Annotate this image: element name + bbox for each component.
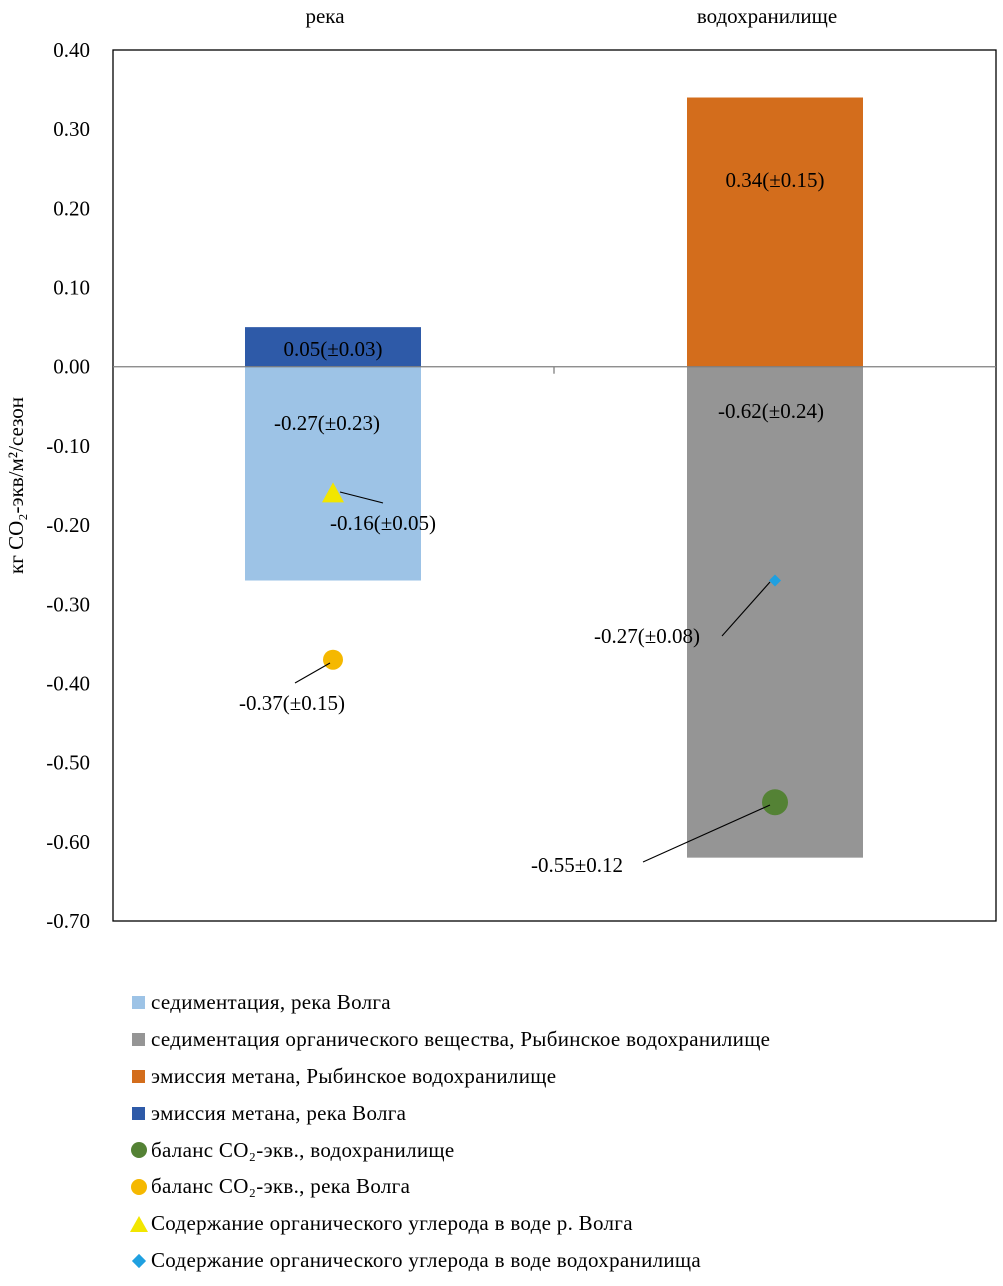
legend-label: седиментация органического вещества, Рыб… (151, 1026, 771, 1051)
legend-label: баланс CO₂-экв., река Волга (151, 1174, 411, 1199)
y-tick-label: -0.40 (46, 671, 90, 695)
y-tick-label: -0.60 (46, 830, 90, 854)
y-tick-label: -0.20 (46, 513, 90, 537)
legend-item: баланс CO₂-экв., водохранилище (130, 1132, 770, 1169)
bar-label: -0.62(±0.24) (718, 399, 824, 423)
point-marker (322, 482, 344, 503)
y-tick-label: 0.30 (53, 117, 90, 141)
y-axis-label: кг CO₂-экв/м²/сезон (4, 397, 28, 574)
category-label: водохранилище (697, 4, 837, 28)
point-marker (323, 649, 343, 670)
leader-line (294, 662, 331, 684)
legend-item: эмиссия метана, река Волга (130, 1095, 770, 1132)
square-marker-icon (130, 1068, 147, 1085)
y-tick-label: 0.00 (53, 355, 90, 379)
leader-line (721, 581, 771, 637)
legend-item: Содержание органического углерода в воде… (130, 1242, 770, 1279)
legend-item: баланс CO₂-экв., река Волга (130, 1168, 770, 1205)
diamond-marker-icon (130, 1252, 147, 1269)
chart: 0.40 0.30 0.20 0.10 0.00 -0.10 -0.20 -0.30 -0.40… (4, 4, 997, 933)
bar-label: -0.27(±0.23) (274, 411, 380, 435)
leader-line (339, 491, 384, 504)
square-marker-icon (130, 1105, 147, 1122)
legend-item: седиментация органического вещества, Рыб… (130, 1021, 770, 1058)
triangle-marker-icon (129, 1215, 148, 1232)
legend-label: эмиссия метана, река Волга (151, 1100, 407, 1125)
y-tick-label: -0.10 (46, 434, 90, 458)
y-tick-label: 0.20 (53, 196, 90, 220)
point-label: -0.16(±0.05) (330, 511, 436, 535)
point-label: -0.37(±0.15) (239, 691, 345, 715)
bar (687, 366, 863, 858)
chart-legend: седиментация, река Волга седиментация орг… (129, 984, 770, 1279)
legend-item: седиментация, река Волга (130, 984, 770, 1021)
legend-label: седиментация, река Волга (151, 989, 391, 1014)
y-tick-label: -0.50 (46, 751, 90, 775)
bar (245, 327, 421, 367)
point-label: -0.55±0.12 (531, 853, 623, 877)
bar (245, 366, 421, 581)
point-marker (762, 789, 788, 816)
legend-label: Содержание органического углерода в воде… (151, 1248, 702, 1273)
bar (687, 97, 863, 367)
legend-label: эмиссия метана, Рыбинское водохранилище (151, 1063, 557, 1088)
y-tick-label: -0.70 (46, 909, 90, 933)
bar-label: 0.05(±0.03) (283, 337, 382, 361)
y-tick-label: 0.40 (53, 38, 90, 62)
point-label: -0.27(±0.08) (594, 624, 700, 648)
y-tick-label: 0.10 (53, 276, 90, 300)
square-marker-icon (130, 994, 147, 1011)
plot-area (112, 49, 997, 922)
bar-label: 0.34(±0.15) (725, 168, 824, 192)
y-tick-label: -0.30 (46, 592, 90, 616)
legend-item: Содержание органического углерода в воде… (129, 1205, 770, 1242)
category-label: река (305, 4, 345, 28)
circle-marker-icon (130, 1142, 147, 1159)
legend-label: Содержание органического углерода в воде… (151, 1211, 633, 1236)
legend-item: эмиссия метана, Рыбинское водохранилище (130, 1058, 770, 1095)
circle-marker-icon (130, 1178, 147, 1195)
square-marker-icon (130, 1031, 147, 1048)
leader-line (642, 804, 771, 863)
point-marker (769, 574, 781, 587)
legend-label: баланс CO₂-экв., водохранилище (151, 1137, 455, 1162)
